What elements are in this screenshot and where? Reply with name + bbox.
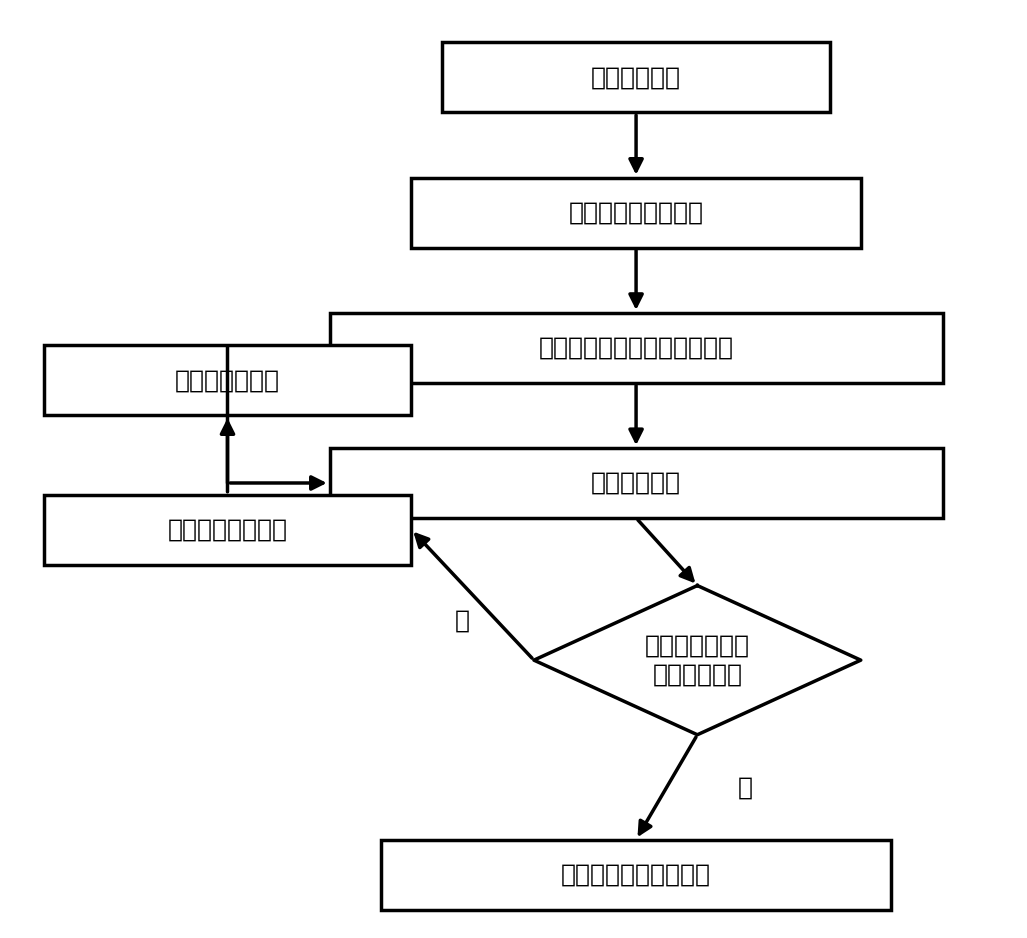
Polygon shape	[534, 585, 861, 734]
Bar	[43, 494, 412, 565]
Bar	[381, 840, 891, 910]
Text: 建立实体模型: 建立实体模型	[592, 66, 681, 89]
Bar	[442, 42, 830, 113]
Bar	[412, 177, 861, 248]
Bar	[330, 448, 943, 518]
Bar	[43, 345, 412, 416]
Text: 标准网格划分，生成网格信息: 标准网格划分，生成网格信息	[538, 336, 733, 360]
Text: 改变外部环境条件: 改变外部环境条件	[167, 518, 288, 541]
Text: 是否满足要求: 是否满足要求	[652, 663, 743, 687]
Text: 否: 否	[455, 608, 470, 632]
Bar	[330, 312, 943, 383]
Text: 模型更新量计算: 模型更新量计算	[175, 369, 280, 392]
Text: 模型带隙计算: 模型带隙计算	[592, 471, 681, 495]
Text: 结束，输出能带结构图: 结束，输出能带结构图	[561, 863, 711, 886]
Text: 赋予各区域材料属性: 赋予各区域材料属性	[569, 201, 703, 224]
Text: 是: 是	[738, 775, 753, 799]
Text: 带隙大小分析，: 带隙大小分析，	[645, 633, 750, 658]
